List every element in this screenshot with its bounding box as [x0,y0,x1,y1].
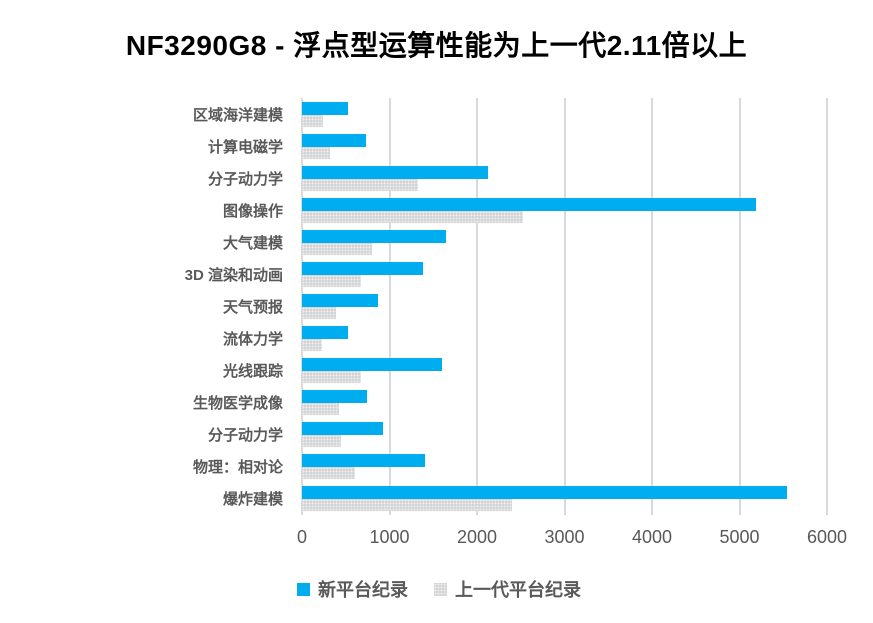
bar-new-platform [302,197,757,211]
legend-item: 新平台纪录 [297,576,408,602]
bar-new-platform [302,294,379,307]
bar-previous-platform [302,242,372,255]
gridline [388,98,391,515]
bar-new-platform [302,326,349,340]
bar-new-platform [302,390,367,404]
category-label: 图像操作 [222,202,283,220]
bar-rows [302,98,827,515]
bar-previous-platform [302,307,337,319]
x-tick-label: 0 [296,527,308,547]
legend-label: 新平台纪录 [318,580,408,600]
bar-new-platform [302,422,384,436]
bar-previous-platform [302,467,356,480]
bar-group [302,290,827,322]
bar-new-platform [302,358,442,372]
bar-new-platform [302,229,447,243]
bar-group [302,258,827,290]
category-label: 计算电磁学 [207,138,283,156]
bar-group [302,98,827,130]
gridline [826,98,828,515]
bar-previous-platform [302,146,330,159]
bar-previous-platform [302,371,361,384]
category-label: 分子动力学 [207,170,283,188]
x-tick-label: 5000 [719,527,760,547]
legend: 新平台纪录 上一代平台纪录 [297,576,581,602]
bar-previous-platform [302,339,323,352]
category-label: 光线跟踪 [222,363,283,381]
x-tick-label: 3000 [544,527,585,547]
bar-previous-platform [302,210,523,223]
legend-swatch-previous-platform [434,582,447,596]
x-tick-label: 2000 [456,527,498,547]
category-label: 天气预报 [222,299,283,316]
bar-group [302,387,827,419]
legend-label: 上一代平台纪录 [455,580,581,600]
gridline [651,98,653,515]
x-tick-label: 4000 [631,527,673,547]
bar-group [302,226,827,258]
legend-item: 上一代平台纪录 [434,576,581,602]
x-tick-label: 1000 [369,527,410,547]
y-axis-category-labels: 区域海洋建模 计算电磁学 分子动力学 图像操作 大气建模 3D 渲染和动画 天气预报 流体力学… [0,98,293,515]
category-label: 物理：相对论 [192,459,283,477]
gridline [476,98,478,515]
bar-group [302,451,827,483]
category-label: 区域海洋建模 [192,106,283,124]
category-label: 流体力学 [222,331,283,349]
plot-area [301,98,828,515]
bar-group [302,194,827,226]
x-axis: 0 1000 2000 3000 4000 5000 6000 [0,527,873,553]
gridline [563,98,566,515]
bar-new-platform [302,165,488,179]
category-label: 生物医学成像 [192,395,283,413]
bar-previous-platform [302,435,342,448]
category-label: 大气建模 [222,234,283,252]
bar-new-platform [302,486,787,500]
bar-new-platform [302,454,425,468]
bar-previous-platform [302,403,339,416]
x-tick-label: 6000 [806,527,848,547]
bar-group [302,162,827,194]
legend-swatch-new-platform [297,582,310,596]
bar-previous-platform [302,274,361,287]
bar-group [302,130,827,162]
bar-new-platform [302,101,348,115]
bar-new-platform [302,261,423,275]
bar-group [302,355,827,387]
bar-group [302,419,827,451]
chart-title: NF3290G8 - 浮点型运算性能为上一代2.11倍以上 [125,30,748,61]
bar-group [302,483,827,515]
bar-previous-platform [302,499,512,512]
category-label: 3D 渲染和动画 [184,266,283,284]
category-label: 爆炸建模 [222,491,283,509]
bar-new-platform [302,133,366,147]
gridline [738,98,741,515]
category-label: 分子动力学 [207,427,283,445]
bar-previous-platform [302,178,418,191]
bar-group [302,323,827,355]
bar-previous-platform [302,114,323,127]
